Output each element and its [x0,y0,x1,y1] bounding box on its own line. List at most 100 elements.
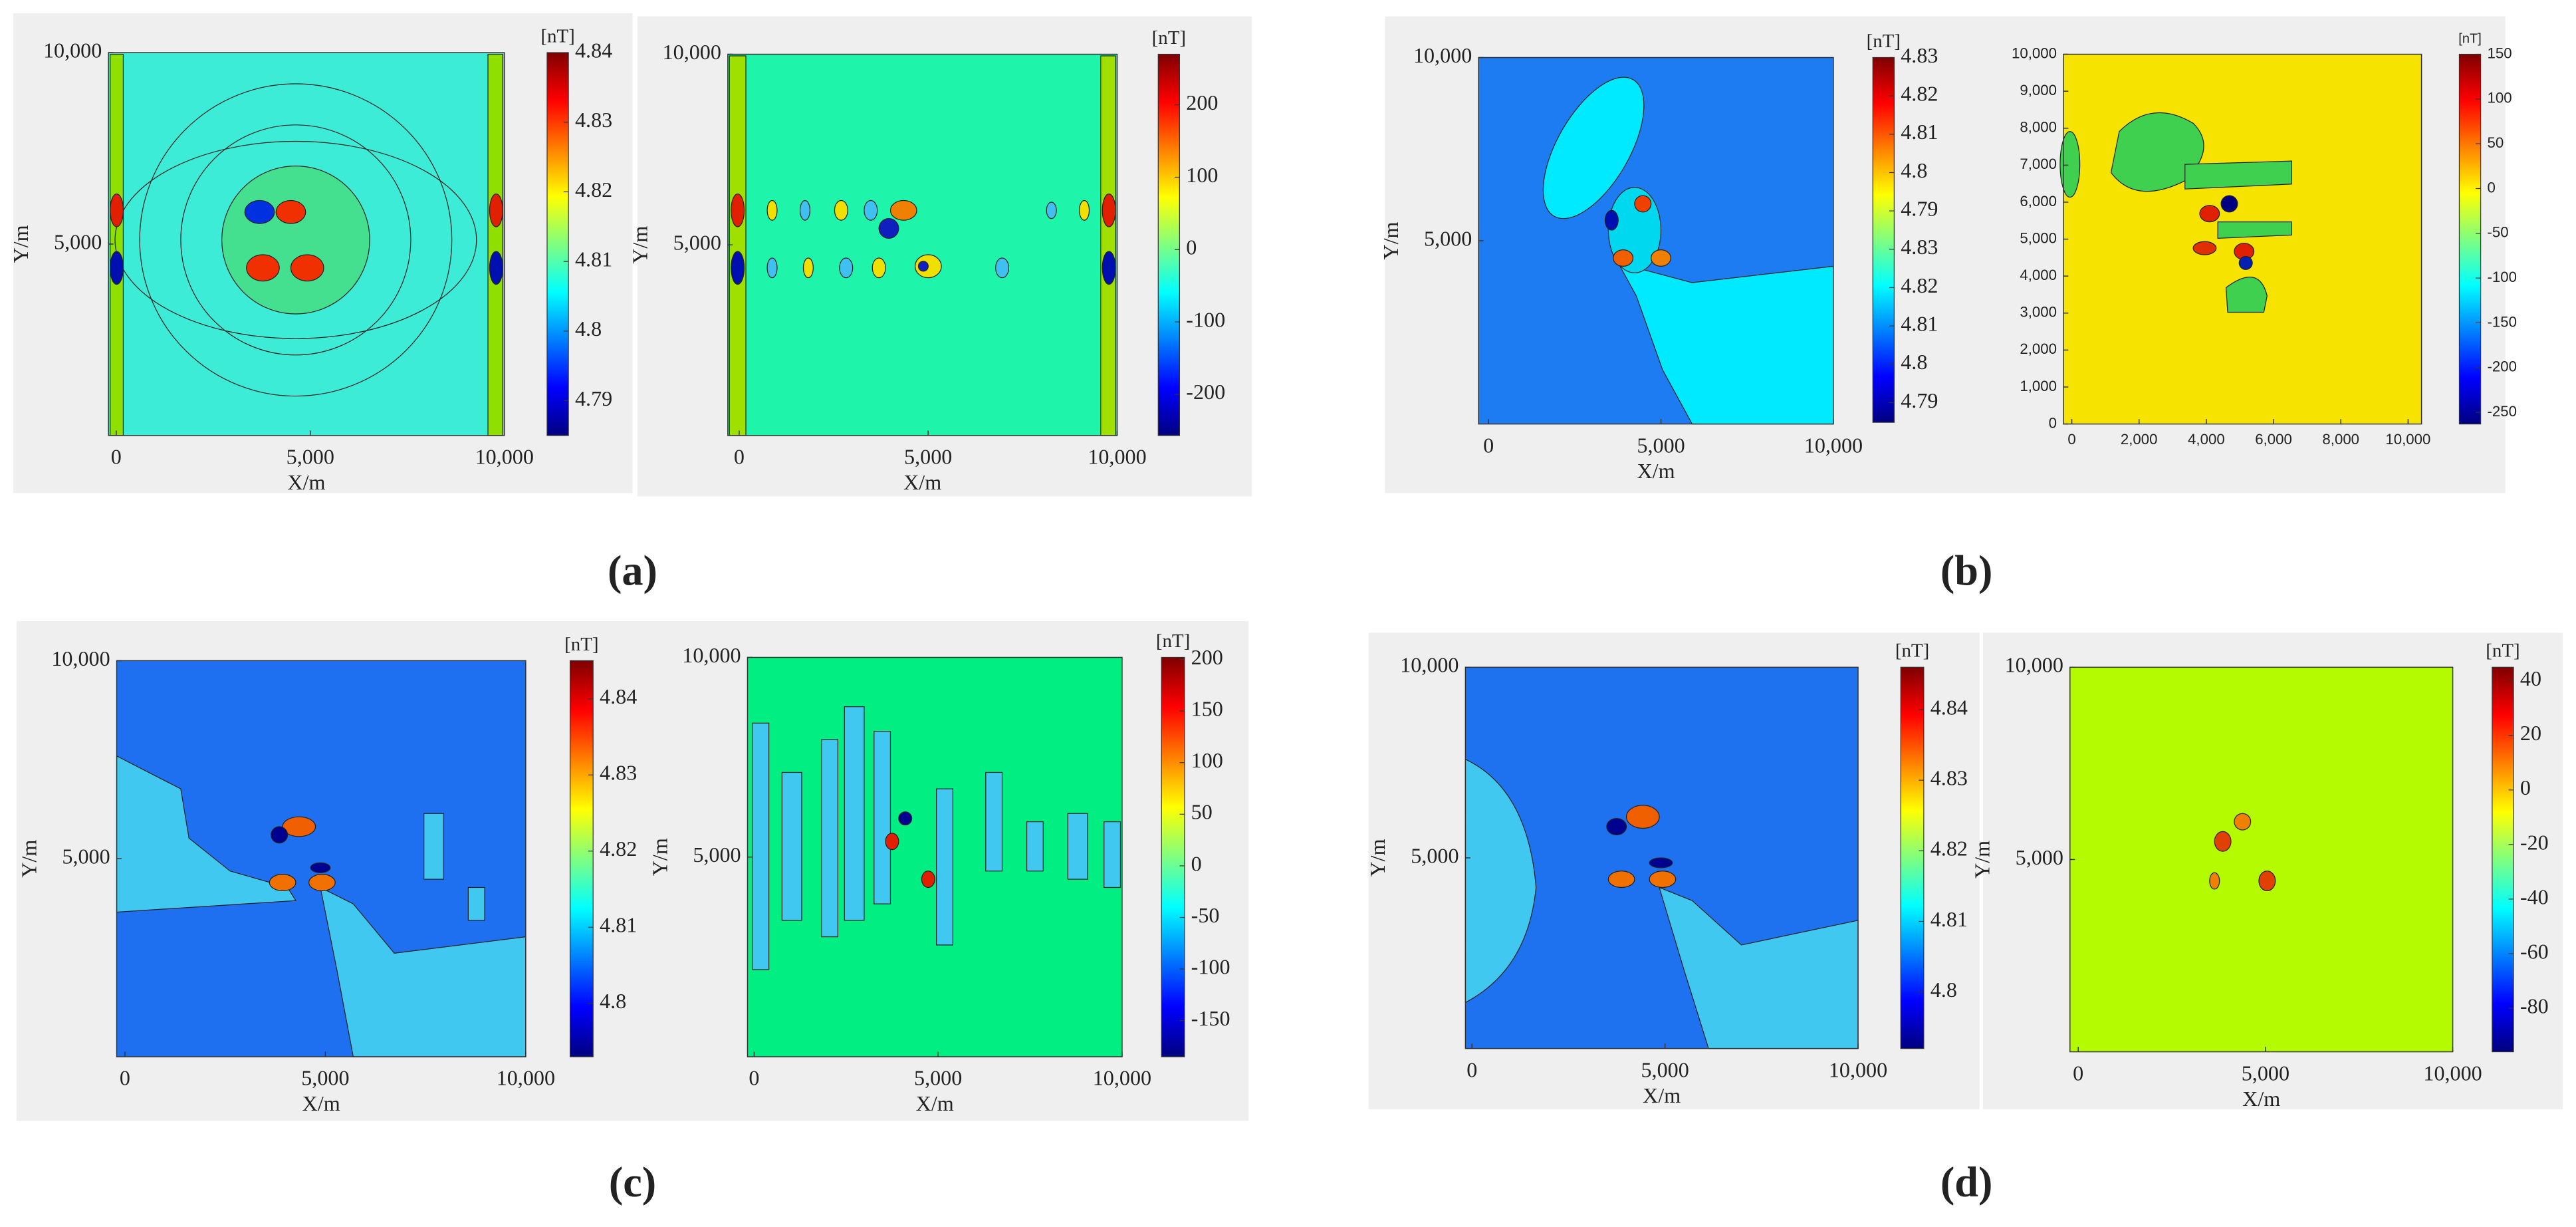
x-axis-label: X/m [302,1091,340,1115]
colorbar-tick-label: 4.84 [1931,695,1968,719]
y-tick-label: 4,000 [2020,267,2057,283]
colorbar-tick-label: 20 [2520,721,2541,745]
colorbar-tick-label: 4.82 [600,837,637,861]
colorbar-tick-label: -150 [2487,313,2517,330]
colorbar-unit: [nT] [2486,640,2519,662]
colorbar-tick-label: 4.79 [575,386,612,410]
colorbar-tick-label: 100 [1186,163,1218,187]
colorbar-tick-label: -250 [2487,403,2517,420]
x-axis-label: X/m [1643,1083,1681,1107]
plot-field [2063,54,2422,424]
colorbar-tick-label: 150 [2487,45,2512,61]
y-tick-label: 10,000 [43,38,102,62]
x-tick-label: 5,000 [287,445,334,469]
colorbar-tick-label: 150 [1191,697,1223,721]
colorbar-tick-label: 4.81 [1931,907,1968,931]
colorbar-tick-label: 4.82 [1931,837,1968,861]
colorbar-tick-label: 4.81 [575,247,612,271]
colorbar-tick-label: -20 [2520,830,2549,854]
y-tick-label: 5,000 [1411,843,1459,867]
colorbar [1161,656,1185,1057]
plot-field [727,54,1117,436]
panel-label: (b) [1940,547,1993,595]
x-tick-label: 5,000 [2242,1061,2289,1085]
colorbar-unit: [nT] [2458,32,2481,47]
x-tick-label: 5,000 [904,445,952,469]
y-tick-label: 10,000 [1400,653,1459,677]
x-tick-label: 10,000 [1829,1057,1887,1081]
y-tick-label: 2,000 [2020,341,2057,357]
x-axis-label: X/m [2242,1087,2280,1111]
x-tick-label: 10,000 [1804,433,1863,457]
colorbar-tick-label: 4.81 [600,913,637,937]
x-tick-label: 0 [749,1066,759,1090]
y-tick-label: 5,000 [693,843,741,867]
y-tick-label: 10,000 [2012,45,2057,61]
colorbar-tick-label: -100 [1186,307,1225,331]
panel-label: (c) [609,1159,656,1206]
colorbar-tick-label: 4.82 [575,178,612,202]
colorbar-tick-label: 40 [2520,666,2541,690]
colorbar-unit: [nT] [1867,31,1901,52]
x-tick-label: 0 [734,445,745,469]
x-axis-label: X/m [903,470,941,494]
colorbar-tick-label: 0 [1186,235,1197,259]
x-tick-label: 10,000 [497,1066,555,1090]
y-tick-label: 0 [2049,414,2057,431]
colorbar [2492,666,2514,1053]
y-tick-label: 5,000 [1424,226,1472,250]
y-tick-label: 9,000 [2020,82,2057,98]
y-tick-label: 10,000 [682,643,741,667]
x-tick-label: 0 [120,1066,130,1090]
x-tick-label: 5,000 [1641,1057,1689,1081]
colorbar-tick-label: 4.84 [600,684,637,708]
x-tick-label: 0 [1483,433,1494,457]
contour-decoration [110,53,2293,1057]
colorbar-tick-label: -40 [2520,885,2549,908]
y-tick-label: 1,000 [2020,378,2057,394]
x-axis-label: X/m [916,1091,954,1115]
colorbar-tick-label: 4.84 [575,38,612,62]
x-tick-label: 6,000 [2255,431,2292,448]
colorbar-tick-label: 4.79 [1901,197,1938,221]
colorbar-tick-label: 4.83 [575,108,612,132]
x-tick-label: 5,000 [301,1066,349,1090]
colorbar [1872,57,1895,423]
colorbar-unit: [nT] [1152,27,1186,49]
panel-label: (d) [1940,1159,1993,1206]
x-tick-label: 10,000 [1093,1066,1151,1090]
colorbar-tick-label: 4.82 [1901,273,1938,297]
x-tick-label: 0 [2073,1061,2083,1085]
y-tick-label: 7,000 [2020,156,2057,172]
y-tick-label: 3,000 [2020,304,2057,321]
y-tick-label: 5,000 [673,231,721,255]
colorbar-tick-label: 200 [1186,90,1218,114]
colorbar-tick-label: -150 [1191,1006,1230,1030]
colorbar-tick-label: 4.8 [575,317,602,341]
y-tick-label: 8,000 [2020,119,2057,136]
x-tick-label: 8,000 [2322,431,2359,448]
x-tick-label: 10,000 [1088,445,1146,469]
colorbar [569,660,594,1057]
y-tick-label: 10,000 [663,40,721,64]
x-axis-label: X/m [287,470,325,494]
colorbar [1157,53,1181,436]
colorbar-tick-label: 4.8 [1901,350,1927,374]
colorbar-tick-label: 0 [2520,775,2531,799]
y-axis-label: Y/m [1970,841,1994,879]
y-tick-label: 5,000 [2016,845,2063,869]
x-tick-label: 10,000 [475,445,534,469]
x-tick-label: 0 [1466,1057,1477,1081]
y-axis-label: Y/m [1365,839,1389,877]
colorbar-tick-label: -100 [1191,954,1230,978]
colorbar-tick-label: 50 [2487,134,2504,151]
colorbar-tick-label: 0 [1191,851,1202,875]
colorbar-tick-label: -200 [2487,358,2517,375]
colorbar-unit: [nT] [1156,630,1190,652]
colorbar-tick-label: 4.82 [1901,82,1938,106]
y-tick-label: 10,000 [2005,653,2063,677]
colorbar-tick-label: 4.79 [1901,388,1938,412]
x-tick-label: 5,000 [1637,433,1685,457]
